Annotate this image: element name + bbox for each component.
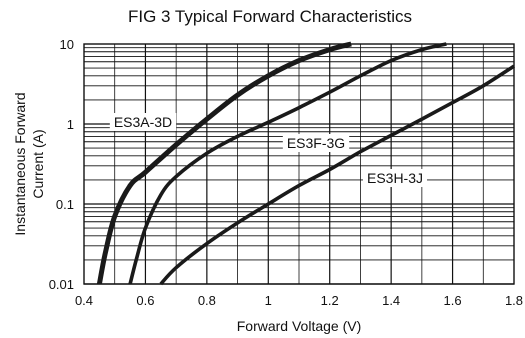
series-label-backdrop bbox=[109, 113, 177, 131]
series-layer bbox=[96, 41, 515, 286]
x-tick-label: 0.4 bbox=[75, 293, 93, 308]
x-tick-label: 1.8 bbox=[505, 293, 523, 308]
series-line-es3f-3g bbox=[128, 42, 447, 285]
series-label-es3a-3d: ES3A-3D bbox=[109, 113, 177, 131]
y-tick-label: 10 bbox=[60, 37, 74, 52]
series-label-es3f-3g: ES3F-3G bbox=[282, 134, 350, 152]
series-labels: ES3A-3D ES3F-3G ES3H-3J bbox=[109, 113, 428, 187]
chart-title: FIG 3 Typical Forward Characteristics bbox=[128, 7, 412, 26]
y-tick-label: 0.1 bbox=[56, 197, 74, 212]
series-line-es3a-3d bbox=[96, 41, 352, 285]
y-axis-label-line-1: Instantaneous Forward bbox=[12, 92, 28, 235]
x-tick-label: 0.8 bbox=[198, 293, 216, 308]
x-tick-label: 1.6 bbox=[444, 293, 462, 308]
series-label-text: ES3F-3G bbox=[287, 135, 345, 151]
series-label-backdrop bbox=[282, 134, 350, 152]
plot-frame bbox=[83, 43, 515, 285]
y-tick-labels: 0.01 0.1 1 10 bbox=[49, 37, 74, 292]
x-tick-label: 0.6 bbox=[136, 293, 154, 308]
minor-gridlines bbox=[84, 44, 514, 284]
x-tick-label: 1.2 bbox=[321, 293, 339, 308]
y-tick-label: 1 bbox=[67, 117, 74, 132]
x-tick-labels: 0.4 0.6 0.8 1 1.2 1.4 1.6 1.8 bbox=[75, 293, 523, 308]
series-label-text: ES3A-3D bbox=[114, 114, 172, 130]
series-label-es3h-3j: ES3H-3J bbox=[362, 169, 428, 187]
y-axis-label-line-2: Current (A) bbox=[30, 129, 46, 198]
y-axis-label: Instantaneous Forward Current (A) bbox=[12, 92, 46, 235]
series-line-es3h-3j bbox=[159, 64, 515, 286]
x-axis-label: Forward Voltage (V) bbox=[237, 318, 362, 334]
x-tick-label: 1.4 bbox=[382, 293, 400, 308]
x-tick-label: 1 bbox=[265, 293, 272, 308]
series-label-backdrop bbox=[362, 169, 428, 187]
y-tick-label: 0.01 bbox=[49, 277, 74, 292]
series-label-text: ES3H-3J bbox=[367, 170, 423, 186]
